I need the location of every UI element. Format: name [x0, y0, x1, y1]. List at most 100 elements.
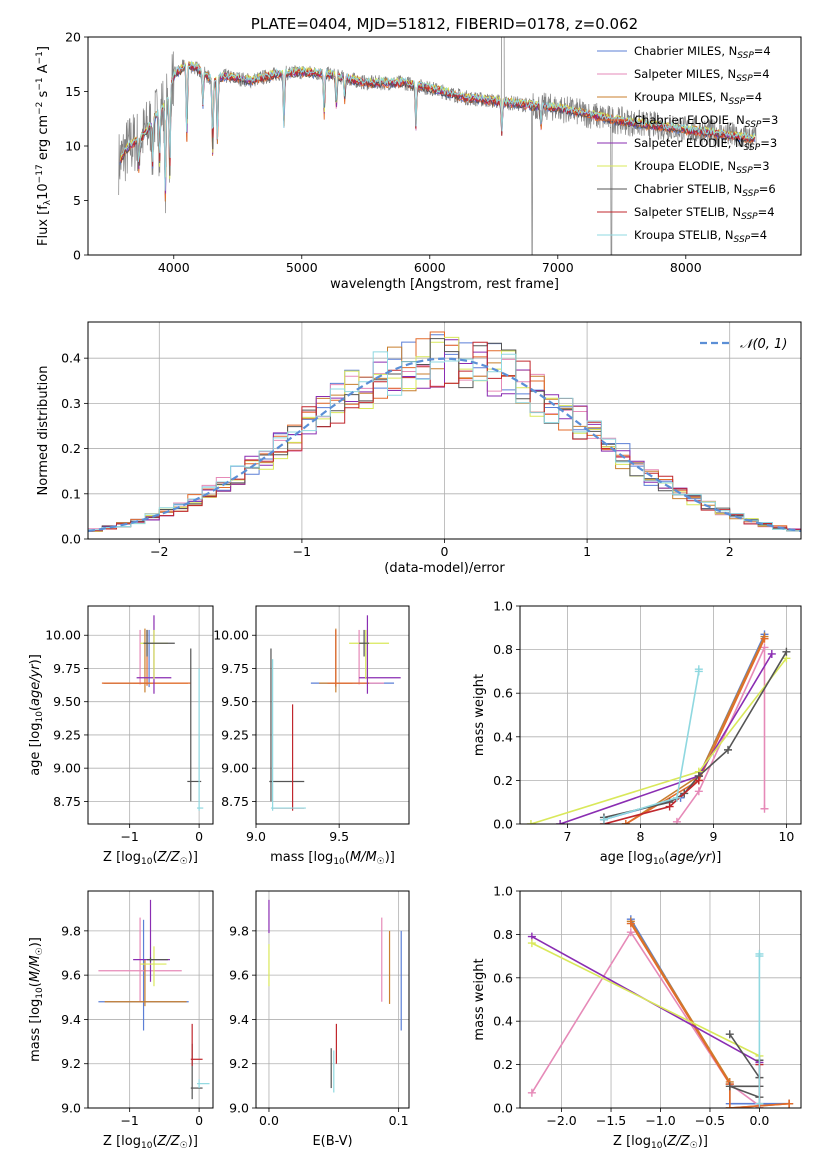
y-axis-label: age [log10(age/yr)]: [28, 654, 45, 776]
axes: −1 0 8.75 9.00 9.25 9.50 9.75 10.00 Z [log10(Z/Z…: [28, 605, 214, 867]
x-tick-label: 2: [726, 544, 734, 559]
legend-label-chabrier-stelib: Chabrier STELIB, NSSP=6: [634, 182, 776, 199]
x-axis-label: E(B-V): [312, 1134, 352, 1149]
y-tick-label: 9.00: [221, 761, 249, 776]
histogram-salpeter-stelib: [88, 341, 801, 539]
errorbar-chabrier-stelib: [143, 629, 175, 657]
errorbar-kroupa-stelib: [270, 659, 306, 811]
y-tick-label: 9.4: [229, 1012, 249, 1027]
plot-area: [88, 331, 801, 539]
y-tick-label: 0.1: [61, 486, 81, 501]
weight-marker: [599, 815, 608, 824]
grid: [256, 891, 409, 1109]
x-tick-label: −1: [293, 544, 311, 559]
x-tick-label: 8000: [670, 260, 702, 275]
x-tick-label: 0.0: [749, 1113, 769, 1128]
weight-marker: [626, 919, 635, 928]
errorbar-salpeter-stelib: [272, 704, 305, 811]
y-tick-label: 10.00: [213, 628, 249, 643]
y-tick-label: 1.0: [493, 599, 513, 614]
y-tick-label: 9.25: [221, 727, 249, 742]
plot-area: [98, 899, 210, 1100]
axes-frame: [87, 36, 802, 256]
axes: 4000 5000 6000 7000 8000 0 5 10 15 20 wavelength […: [35, 30, 802, 292]
weight-marker: [626, 928, 635, 937]
x-axis-label: wavelength [Angstrom, rest frame]: [330, 277, 559, 292]
weight-marker: [672, 793, 681, 802]
x-tick-label: −0.5: [695, 1113, 725, 1128]
weight-marker: [694, 787, 703, 796]
legend-label-salpeter-stelib: Salpeter STELIB, NSSP=4: [634, 205, 775, 222]
weight-marker: [782, 647, 791, 656]
weight-line: [531, 942, 760, 1057]
axes-frame: [87, 890, 214, 1109]
errorbar-chabrier-elodie: [327, 629, 370, 686]
x-tick-label: 10: [778, 829, 794, 844]
errorbar-chabrier-stelib: [269, 648, 305, 802]
weight-marker: [724, 745, 733, 754]
residual-histogram-panel: −2 −1 0 1 2 0.0 0.1 0.2 0.3 0.4 (data-model)/error…: [36, 321, 802, 576]
x-tick-label: −1: [120, 1113, 138, 1128]
errorbar-chabrier-miles: [310, 629, 395, 688]
weight-marker: [767, 649, 776, 658]
y-tick-label: 0.4: [61, 351, 81, 366]
errorbar-salpeter-elodie: [133, 899, 170, 982]
y-tick-label: 9.8: [229, 923, 249, 938]
weight-marker: [527, 1088, 536, 1097]
y-axis-label: mass weight: [472, 958, 487, 1040]
errorbar-kroupa-miles: [104, 959, 187, 1007]
y-tick-label: 10: [65, 139, 81, 154]
weight-series-kroupa-miles: [621, 632, 769, 824]
gaussian-reference-line: [88, 357, 801, 533]
axes-frame: [255, 605, 410, 825]
x-tick-label: 9: [709, 829, 717, 844]
age-vs-mass-panel: 9.0 9.5 8.75 9.00 9.25 9.50 9.75 10.00 mass [log…: [213, 605, 410, 867]
legend-label-salpeter-elodie: Salpeter ELODIE, NSSP=3: [634, 136, 777, 153]
weight-line: [676, 647, 766, 823]
weight-vs-metallicity-panel: −2.0 −1.5 −1.0 −0.5 0.0 0.0 0.2 0.4 0.6 0.8 1.0 Z […: [472, 884, 802, 1151]
legend-label-gaussian: 𝒩(0, 1): [740, 337, 787, 352]
x-tick-label: 0.1: [389, 1113, 409, 1128]
plot-area: [101, 615, 204, 811]
y-axis-label: Normed distribution: [36, 366, 51, 496]
y-axis-label: mass weight: [472, 674, 487, 756]
legend: 𝒩(0, 1): [700, 337, 787, 352]
plot-area: [268, 899, 402, 1093]
y-tick-label: 8.75: [221, 794, 249, 809]
x-tick-label: −1.0: [645, 1113, 675, 1128]
weight-series-kroupa-stelib: [599, 665, 703, 824]
y-tick-label: 0.8: [493, 927, 513, 942]
y-axis-label: mass [log10(M/M☉)]: [28, 937, 45, 1062]
x-axis-label: Z [log10(Z/Z☉)]: [103, 850, 198, 867]
y-tick-label: 0: [73, 248, 81, 263]
y-tick-label: 9.6: [61, 968, 81, 983]
x-tick-label: 1: [583, 544, 591, 559]
x-tick-label: 9.0: [246, 829, 266, 844]
y-tick-label: 8.75: [53, 794, 81, 809]
y-tick-label: 9.75: [221, 661, 249, 676]
model-line-kroupa-stelib: [120, 60, 756, 191]
x-tick-label: 6000: [414, 260, 446, 275]
y-tick-label: 0.3: [61, 396, 81, 411]
x-tick-label: −1: [120, 829, 138, 844]
weight-marker: [621, 820, 630, 824]
histogram-kroupa-stelib: [88, 351, 801, 539]
axes-frame: [87, 321, 802, 540]
weight-marker: [672, 817, 681, 824]
spectrum-panel: 4000 5000 6000 7000 8000 0 5 10 15 20 wavelength […: [35, 30, 802, 292]
weight-marker: [526, 820, 535, 824]
y-tick-label: 0.6: [493, 970, 513, 985]
legend: Chabrier MILES, NSSP=4 Salpeter MILES, NS…: [597, 44, 778, 245]
weight-line: [603, 651, 788, 819]
mass-vs-ebv-panel: 0.0 0.1 9.0 9.2 9.4 9.6 9.8 E(B-V): [229, 890, 410, 1149]
y-tick-label: 15: [65, 84, 81, 99]
weight-series-chabrier-elodie: [621, 634, 769, 824]
y-tick-label: 9.50: [221, 694, 249, 709]
axes-frame: [255, 890, 410, 1109]
x-axis-label: mass [log10(M/M☉)]: [270, 850, 395, 867]
x-tick-label: 0.0: [259, 1113, 279, 1128]
y-tick-label: 9.2: [61, 1056, 81, 1071]
grid: [520, 605, 801, 825]
y-tick-label: 9.00: [53, 761, 81, 776]
y-tick-label: 5: [73, 193, 81, 208]
